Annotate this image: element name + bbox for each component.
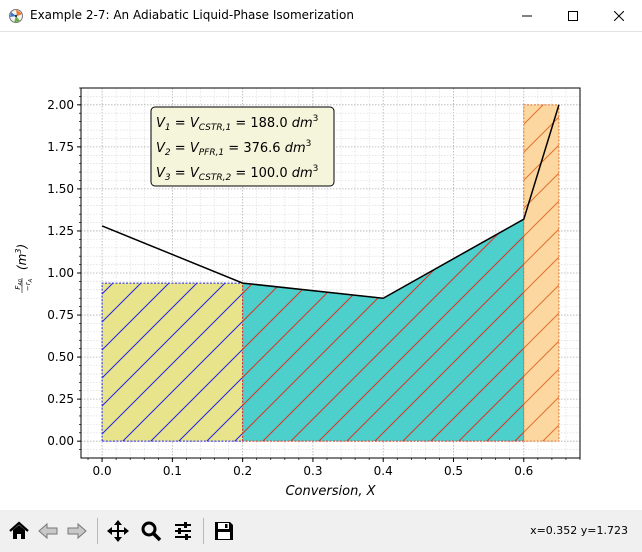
y-axis-label: FA0−rA (m3)	[14, 244, 34, 293]
minimize-icon	[522, 15, 532, 16]
region-cstr-2	[523, 104, 560, 442]
forward-icon	[67, 522, 87, 540]
maximize-button[interactable]	[550, 0, 596, 31]
toolbar-separator	[203, 518, 204, 544]
save-button[interactable]	[210, 517, 238, 545]
back-icon	[38, 522, 58, 540]
back-button[interactable]	[34, 517, 62, 545]
x-tick-label: 0.2	[233, 464, 252, 478]
zoom-button[interactable]	[137, 517, 165, 545]
navigation-toolbar: x=0.352 y=1.723	[0, 510, 642, 552]
y-tick-label: 0.25	[47, 392, 74, 406]
home-icon	[9, 521, 29, 539]
curve-group	[101, 104, 560, 299]
cursor-coordinates: x=0.352 y=1.723	[530, 524, 628, 537]
volume-annotation-line: V3 = VCSTR,2 = 100.0 dm3	[156, 164, 318, 183]
region-cstr-1	[101, 282, 244, 442]
levenspiel-chart[interactable]: 0.0 0.1 0.2 0.3 0.4 0.5 0.6 0.00 0.25 0.50 0.75 1.0…	[0, 32, 642, 510]
window-title: Example 2-7: An Adiabatic Liquid-Phase I…	[30, 8, 354, 22]
figure-canvas[interactable]: 0.0 0.1 0.2 0.3 0.4 0.5 0.6 0.00 0.25 0.50 0.75 1.0…	[0, 32, 642, 510]
maximize-icon	[568, 10, 578, 21]
x-tick-label: 0.4	[374, 464, 393, 478]
x-tick-label: 0.1	[163, 464, 182, 478]
toolbar-separator	[97, 518, 98, 544]
forward-button[interactable]	[63, 517, 91, 545]
x-tick-label: 0.0	[93, 464, 112, 478]
configure-subplots-icon	[175, 522, 191, 540]
x-tick-label: 0.6	[514, 464, 533, 478]
volume-annotation-line: V2 = VPFR,1 = 376.6 dm3	[156, 139, 311, 158]
volume-annotation-line: V1 = VCSTR,1 = 188.0 dm3	[156, 114, 318, 133]
configure-subplots-button[interactable]	[169, 517, 197, 545]
app-icon	[9, 9, 23, 23]
y-tick-label: 0.00	[47, 434, 74, 448]
y-tick-label: 1.75	[47, 140, 74, 154]
svg-text:FA0: FA0	[14, 279, 24, 290]
pan-button[interactable]	[104, 517, 132, 545]
y-tick-label: 2.00	[47, 98, 74, 112]
regions	[101, 104, 560, 442]
home-button[interactable]	[5, 517, 33, 545]
volume-annotation-box	[150, 106, 335, 187]
y-tick-label: 0.75	[47, 308, 74, 322]
svg-text:−rA: −rA	[24, 278, 34, 291]
x-tick-label: 0.5	[444, 464, 463, 478]
y-tick-label: 1.25	[47, 224, 74, 238]
x-tick-label: 0.3	[303, 464, 322, 478]
svg-text:(m3): (m3)	[14, 244, 29, 270]
close-icon	[614, 10, 624, 21]
save-icon	[215, 522, 233, 540]
region-pfr-1	[242, 218, 525, 442]
close-button[interactable]	[596, 0, 642, 31]
y-tick-label: 1.50	[47, 182, 74, 196]
levenspiel-curve	[101, 104, 560, 299]
title-bar: Example 2-7: An Adiabatic Liquid-Phase I…	[0, 0, 642, 32]
y-tick-label: 1.00	[47, 266, 74, 280]
pan-icon	[107, 520, 129, 542]
y-tick-label: 0.50	[47, 350, 74, 364]
x-axis-label: Conversion, X	[285, 484, 376, 499]
minimize-button[interactable]	[504, 0, 550, 31]
zoom-icon	[141, 521, 162, 542]
